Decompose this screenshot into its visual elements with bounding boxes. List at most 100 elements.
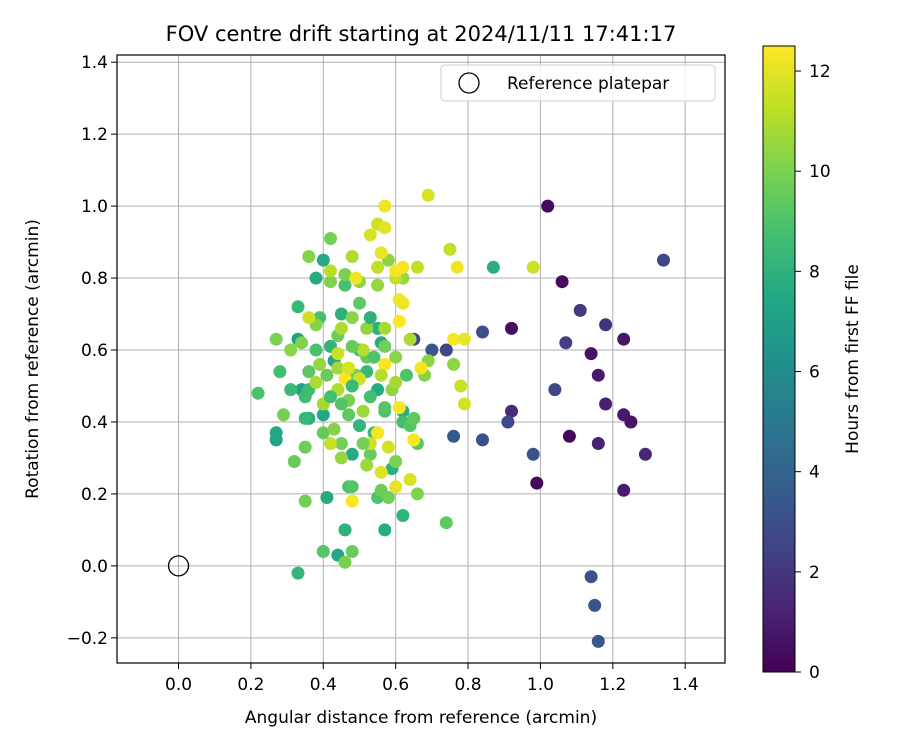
data-points (251, 188, 670, 648)
scatter-point (530, 476, 544, 490)
scatter-point (309, 375, 323, 389)
scatter-point (447, 429, 461, 443)
y-tick-label: 1.0 (81, 197, 108, 217)
scatter-point (407, 433, 421, 447)
scatter-point (562, 429, 576, 443)
scatter-point (584, 570, 598, 584)
colorbar-tick-label: 10 (809, 162, 831, 182)
scatter-point (454, 379, 468, 393)
x-axis-label: Angular distance from reference (arcmin) (245, 708, 597, 728)
scatter-point (657, 253, 670, 267)
scatter-point (324, 232, 337, 245)
scatter-point (269, 332, 283, 346)
scatter-point (584, 347, 598, 361)
scatter-point (309, 343, 323, 357)
scatter-point (374, 246, 388, 260)
scatter-point (302, 311, 316, 325)
scatter-point (324, 264, 337, 278)
scatter-point (591, 634, 605, 648)
y-tick-label: 0.0 (81, 557, 108, 577)
scatter-point (298, 494, 312, 508)
scatter-point (450, 260, 464, 274)
scatter-point (320, 368, 334, 382)
x-tick-label: 0.0 (165, 675, 192, 695)
scatter-point (291, 566, 305, 580)
scatter-point (457, 332, 471, 346)
scatter-point (476, 325, 489, 339)
scatter-point (345, 379, 359, 393)
scatter-point (476, 433, 489, 447)
reference-platepar-marker (167, 555, 190, 577)
colorbar-label: Hours from first FF file (843, 264, 863, 454)
scatter-point (334, 451, 348, 465)
scatter-point (251, 386, 265, 400)
scatter-point (371, 278, 385, 292)
scatter-point (345, 311, 359, 325)
scatter-point (338, 278, 352, 292)
x-tick-label: 0.6 (382, 675, 409, 695)
scatter-point (371, 260, 385, 274)
scatter-point (591, 437, 605, 450)
x-tick-label: 1.2 (599, 675, 626, 695)
scatter-point (447, 357, 461, 371)
scatter-point (316, 408, 330, 422)
scatter-point (342, 361, 356, 375)
scatter-point (396, 296, 410, 310)
scatter-point (345, 494, 359, 508)
scatter-point (356, 343, 370, 357)
scatter-point (591, 368, 605, 382)
scatter-point (298, 440, 312, 454)
y-tick-label: 1.2 (81, 125, 108, 145)
scatter-point (403, 332, 417, 346)
scatter-point (331, 347, 345, 361)
scatter-point (400, 368, 413, 382)
scatter-point (334, 321, 348, 335)
scatter-point (302, 365, 316, 379)
scatter-point (526, 447, 540, 461)
scatter-point (447, 332, 461, 346)
plot-area (117, 55, 725, 663)
scatter-point (295, 336, 309, 350)
scatter-point (334, 437, 348, 450)
scatter-point (457, 397, 471, 411)
scatter-point (302, 250, 316, 263)
scatter-point (389, 375, 403, 389)
y-tick-label: 0.8 (81, 269, 108, 289)
scatter-point (555, 275, 569, 289)
scatter-point (349, 271, 363, 285)
scatter-point (345, 447, 359, 461)
scatter-point (309, 271, 323, 285)
scatter-point (367, 350, 381, 364)
scatter-point (363, 311, 377, 325)
scatter-point (338, 268, 352, 281)
scatter-point (360, 321, 374, 335)
scatter-point (313, 357, 327, 371)
scatter-point (541, 199, 555, 213)
reference-point (167, 555, 190, 577)
scatter-point (273, 365, 287, 379)
scatter-point (599, 318, 613, 332)
y-tick-label: 0.6 (81, 341, 108, 361)
legend: Reference platepar (440, 64, 716, 102)
y-tick-label: −0.2 (67, 629, 108, 649)
scatter-point (316, 426, 330, 440)
scatter-point (327, 422, 341, 436)
y-tick-label: 0.4 (81, 413, 108, 433)
colorbar: 0 2 4 6 8 10 12 Hours from first FF file (762, 45, 863, 683)
scatter-point (316, 545, 330, 558)
scatter-point (439, 343, 453, 357)
scatter-point (374, 465, 388, 479)
scatter-point (505, 321, 518, 335)
scatter-point (407, 411, 421, 425)
scatter-point (505, 404, 518, 418)
scatter-point (345, 339, 359, 353)
x-tick-label: 1.0 (527, 675, 554, 695)
scatter-point (501, 415, 515, 429)
scatter-point (573, 303, 587, 317)
scatter-point (381, 440, 395, 454)
scatter-point (324, 437, 337, 450)
scatter-point (396, 509, 410, 522)
colorbar-tick-label: 8 (809, 262, 820, 282)
scatter-point (360, 458, 374, 472)
scatter-point (345, 480, 359, 494)
